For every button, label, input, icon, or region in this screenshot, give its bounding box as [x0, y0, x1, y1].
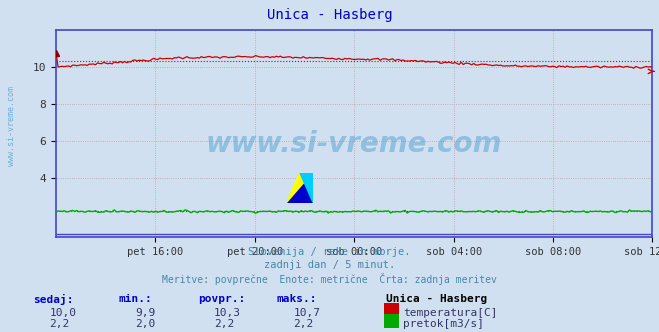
Text: Slovenija / reke in morje.: Slovenija / reke in morje. [248, 247, 411, 257]
Text: www.si-vreme.com: www.si-vreme.com [206, 130, 502, 158]
Polygon shape [287, 173, 313, 203]
Text: Unica - Hasberg: Unica - Hasberg [267, 8, 392, 22]
Text: pretok[m3/s]: pretok[m3/s] [403, 319, 484, 329]
Text: zadnji dan / 5 minut.: zadnji dan / 5 minut. [264, 260, 395, 270]
Text: 2,2: 2,2 [214, 319, 235, 329]
Text: 2,0: 2,0 [135, 319, 156, 329]
Text: 9,9: 9,9 [135, 308, 156, 318]
Text: Unica - Hasberg: Unica - Hasberg [386, 294, 487, 304]
Text: povpr.:: povpr.: [198, 294, 245, 304]
Text: temperatura[C]: temperatura[C] [403, 308, 498, 318]
Text: www.si-vreme.com: www.si-vreme.com [7, 86, 16, 166]
Text: 10,0: 10,0 [49, 308, 76, 318]
Text: 10,3: 10,3 [214, 308, 241, 318]
Polygon shape [300, 173, 313, 203]
Text: maks.:: maks.: [277, 294, 317, 304]
Polygon shape [287, 173, 313, 203]
Text: 2,2: 2,2 [49, 319, 70, 329]
Text: Meritve: povprečne  Enote: metrične  Črta: zadnja meritev: Meritve: povprečne Enote: metrične Črta:… [162, 273, 497, 285]
Text: 2,2: 2,2 [293, 319, 314, 329]
Text: sedaj:: sedaj: [33, 294, 73, 305]
Text: min.:: min.: [119, 294, 152, 304]
Text: 10,7: 10,7 [293, 308, 320, 318]
